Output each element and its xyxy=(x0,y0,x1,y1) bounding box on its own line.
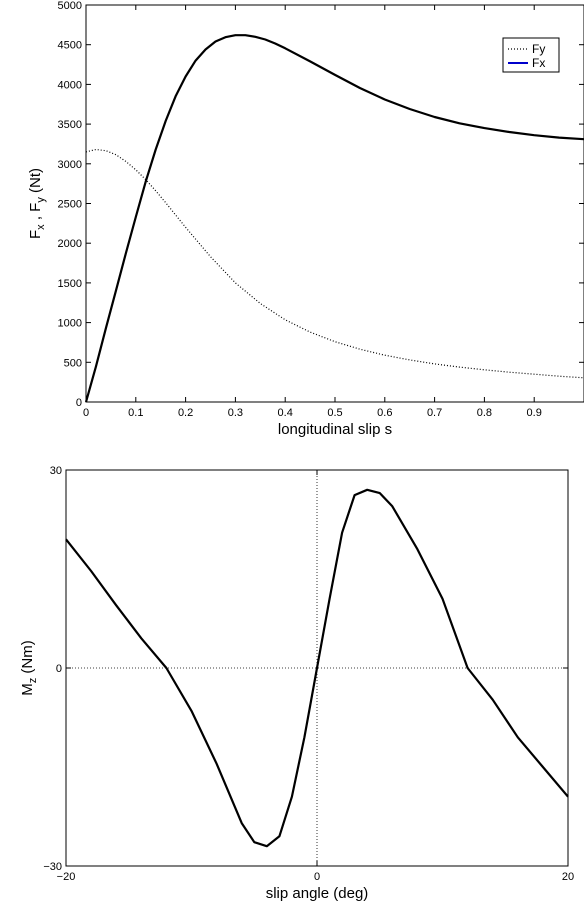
x-tick-label: 0.2 xyxy=(178,407,193,419)
x-tick-label: 0.5 xyxy=(327,407,342,419)
x-tick-label: 0.4 xyxy=(278,407,293,419)
x-tick-label: 20 xyxy=(562,871,574,883)
y-tick-label: 3000 xyxy=(58,159,82,171)
series-line-0 xyxy=(65,488,569,848)
y-tick-label: 3500 xyxy=(58,119,82,131)
x-tick-label: 0.9 xyxy=(527,407,542,419)
x-tick-label: 0.8 xyxy=(477,407,492,419)
legend-label-fy: Fy xyxy=(532,42,545,56)
x-axis-label: longitudinal slip s xyxy=(278,421,392,438)
y-tick-label: 4000 xyxy=(58,79,82,91)
y-tick-label: 1000 xyxy=(58,318,82,330)
x-tick-label: 0.7 xyxy=(427,407,442,419)
x-tick-label: −20 xyxy=(57,871,76,883)
y-tick-label: 0 xyxy=(76,397,82,409)
series-line-fx xyxy=(84,34,584,403)
y-tick-label: 500 xyxy=(64,357,82,369)
y-tick-label: 0 xyxy=(56,663,62,675)
x-tick-label: 0.3 xyxy=(228,407,243,419)
y-tick-label: 1500 xyxy=(58,278,82,290)
x-tick-label: 0.6 xyxy=(377,407,392,419)
chart-aligning-moment-vs-slip-angle: −20 0 20 −30 0 30 slip angle (deg) Mz (Nm) xyxy=(19,465,574,902)
chart-forces-vs-longitudinal-slip: 0 0.1 0.2 0.3 0.4 0.5 0.6 0.7 0.8 0.9 0 500 1000 1500… xyxy=(27,0,584,438)
x-axis-label: slip angle (deg) xyxy=(266,885,369,902)
y-tick-label: 30 xyxy=(50,465,62,477)
y-tick-label: 5000 xyxy=(58,0,82,12)
y-tick-label: 2000 xyxy=(58,238,82,250)
y-axis-label: Fx , Fy (Nt) xyxy=(27,168,47,239)
legend-box xyxy=(502,37,560,73)
y-axis-label: Mz (Nm) xyxy=(19,640,39,696)
x-tick-label: 0 xyxy=(314,871,320,883)
y-tick-label: 2500 xyxy=(58,199,82,211)
plot-area xyxy=(86,5,584,402)
legend-label-fx: Fx xyxy=(532,56,545,70)
x-tick-label: 0 xyxy=(83,407,89,419)
y-tick-label: −30 xyxy=(43,861,62,873)
y-tick-label: 4500 xyxy=(58,40,82,52)
x-tick-label: 0.1 xyxy=(128,407,143,419)
